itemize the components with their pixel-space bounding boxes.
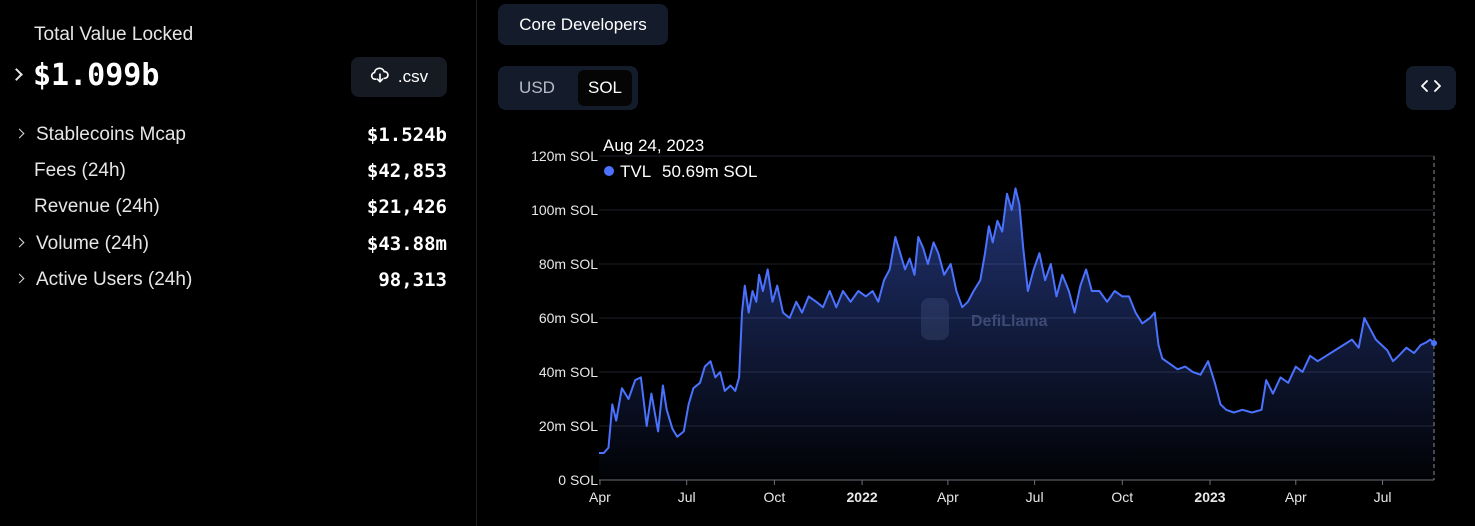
metric-row: Revenue (24h) $21,426 [0, 192, 476, 222]
metric-label: Volume (24h) [36, 233, 150, 254]
tooltip-series-name: TVL [620, 162, 651, 181]
metric-label: Active Users (24h) [36, 269, 193, 290]
tvl-value: $1.099b [33, 58, 160, 93]
metric-row[interactable]: Stablecoins Mcap $1.524b [0, 120, 476, 150]
overview-panel: Total Value Locked $1.099b .csv Stableco… [0, 0, 477, 526]
x-tick-label: Apr [589, 489, 611, 505]
chevron-right-icon[interactable] [14, 237, 25, 248]
currency-option-usd[interactable]: USD [519, 78, 555, 97]
tvl-label: Total Value Locked [34, 24, 194, 45]
metric-label: Fees (24h) [34, 160, 126, 181]
y-tick-label: 100m SOL [531, 202, 598, 218]
csv-label: .csv [397, 67, 429, 86]
download-csv-button[interactable]: .csv [351, 57, 447, 97]
metric-row: Fees (24h) $42,853 [0, 156, 476, 186]
x-tick-label: Apr [1285, 489, 1307, 505]
x-tick-label: 2022 [847, 489, 878, 505]
tooltip-value: 50.69m SOL [662, 162, 757, 181]
x-tick-label: 2023 [1194, 489, 1225, 505]
chevron-right-icon[interactable] [14, 128, 25, 139]
metric-value: $43.88m [366, 233, 447, 255]
cloud-download-icon [370, 65, 390, 90]
metric-value: $21,426 [366, 196, 447, 218]
tooltip-date: Aug 24, 2023 [603, 136, 704, 155]
y-tick-label: 80m SOL [539, 256, 598, 272]
currency-option-sol[interactable]: SOL [578, 70, 632, 106]
tvl-area [599, 188, 1434, 480]
hover-point [1431, 340, 1437, 347]
x-tick-label: Apr [937, 489, 959, 505]
x-tick-label: Jul [1026, 489, 1044, 505]
chevron-right-icon[interactable] [14, 273, 25, 284]
core-developers-button[interactable]: Core Developers [498, 4, 668, 45]
code-icon [1421, 78, 1441, 99]
metric-row[interactable]: Active Users (24h) 98,313 [0, 265, 476, 295]
y-tick-label: 20m SOL [539, 418, 598, 434]
tvl-expand-chevron-icon[interactable] [10, 68, 23, 81]
currency-toggle: USD SOL [498, 66, 638, 110]
tvl-series-line [599, 187, 1435, 454]
embed-chart-button[interactable] [1406, 66, 1456, 110]
y-tick-label: 0 SOL [558, 472, 598, 488]
metric-value: $42,853 [366, 160, 447, 182]
y-tick-label: 40m SOL [539, 364, 598, 380]
y-tick-label: 60m SOL [539, 310, 598, 326]
tooltip-series-dot [604, 166, 614, 176]
x-tick-label: Jul [1374, 489, 1392, 505]
y-tick-label: 120m SOL [531, 148, 598, 164]
metric-value: $1.524b [366, 124, 447, 146]
tvl-chart: 0 SOL 20m SOL 40m SOL 60m SOL 80m SOL 100m SO… [531, 136, 1437, 505]
x-tick-label: Oct [1111, 489, 1133, 505]
x-tick-label: Jul [678, 489, 696, 505]
metric-row[interactable]: Volume (24h) $43.88m [0, 229, 476, 259]
metric-label: Revenue (24h) [34, 196, 160, 217]
metric-value: 98,313 [378, 269, 447, 291]
metric-label: Stablecoins Mcap [36, 124, 186, 145]
x-tick-label: Oct [763, 489, 785, 505]
